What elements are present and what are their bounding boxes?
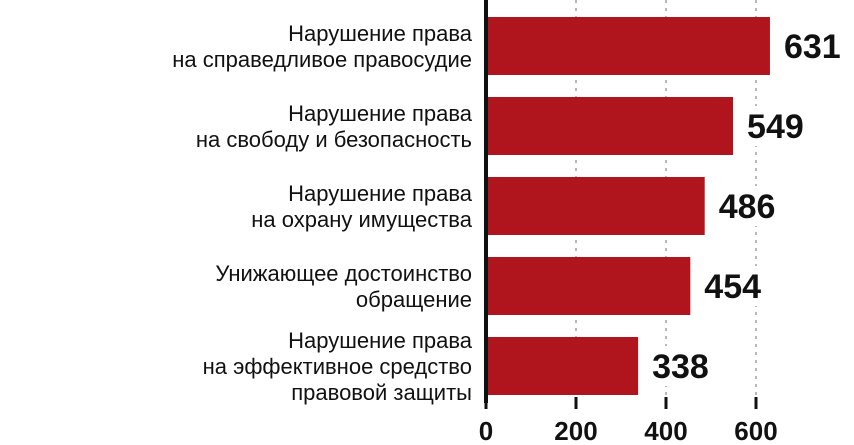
- category-label-line: Нарушение права: [288, 101, 473, 126]
- bars: [486, 17, 770, 395]
- value-label-0: 631: [784, 28, 841, 66]
- category-label-line: на свободу и безопасность: [196, 127, 472, 152]
- category-label-line: Нарушение права: [288, 328, 473, 353]
- category-label-line: обращение: [356, 287, 472, 312]
- bar-1: [486, 97, 734, 155]
- category-label-line: на справедливое правосудие: [172, 47, 472, 72]
- x-tick-label-1: 200: [554, 416, 597, 445]
- category-label-1: Нарушение права на свободу и безопасность: [196, 101, 473, 152]
- value-label-box-4: [646, 346, 722, 386]
- category-label-line: Нарушение права: [288, 21, 473, 46]
- bar-3: [486, 257, 691, 315]
- category-label-4: Нарушение права на эффективное средство пр…: [203, 328, 473, 405]
- category-label-line: правовой защиты: [291, 380, 472, 405]
- category-label-line: на охрану имущества: [251, 207, 472, 232]
- category-label-3: Унижающее достоинство обращение: [215, 261, 472, 312]
- value-label-1: 549: [747, 108, 804, 146]
- category-label-2: Нарушение права на охрану имущества: [251, 181, 472, 232]
- value-label-box-0: [777, 26, 853, 66]
- x-tick-label-0: 0: [479, 416, 493, 445]
- x-tick-labels: 0 200 400 600: [479, 416, 778, 445]
- category-label-line: Нарушение права: [288, 181, 473, 206]
- value-label-2: 486: [719, 188, 776, 226]
- value-labels: 631 549 486 454 338: [646, 26, 853, 386]
- category-label-line: на эффективное средство: [203, 354, 472, 379]
- value-label-box-3: [698, 266, 774, 306]
- category-labels: Нарушение права на справедливое правосуди…: [172, 21, 473, 405]
- x-tick-label-2: 400: [644, 416, 687, 445]
- category-label-line: Унижающее достоинство: [215, 261, 472, 286]
- axis: [484, 0, 758, 409]
- bar-0: [486, 17, 770, 75]
- category-label-0: Нарушение права на справедливое правосуди…: [172, 21, 473, 72]
- x-tick-label-3: 600: [734, 416, 777, 445]
- value-label-box-1: [741, 106, 817, 146]
- value-label-box-2: [712, 186, 788, 226]
- bar-4: [486, 337, 639, 395]
- bar-2: [486, 177, 705, 235]
- value-label-4: 338: [652, 348, 709, 386]
- value-label-3: 454: [704, 268, 761, 306]
